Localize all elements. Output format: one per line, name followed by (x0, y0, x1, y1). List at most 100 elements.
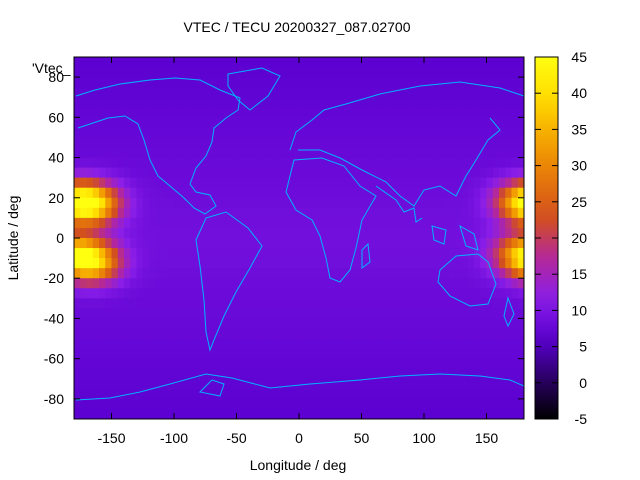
heat-cell (80, 238, 88, 249)
heat-cell (324, 288, 331, 299)
heat-cell (430, 388, 438, 400)
heat-cell (86, 378, 94, 390)
heat-cell (355, 338, 363, 350)
heat-cell (186, 197, 194, 209)
heat-cell (124, 157, 131, 169)
heat-cell (92, 338, 100, 350)
heat-cell (211, 87, 219, 98)
heat-cell (399, 117, 406, 128)
heat-cell (74, 248, 81, 259)
heat-cell (399, 167, 406, 179)
heat-cell (442, 248, 450, 259)
heat-cell (511, 268, 519, 279)
heat-cell (111, 177, 119, 189)
heat-cell (99, 147, 106, 159)
heat-cell (136, 328, 144, 340)
heat-cell (105, 117, 113, 128)
heat-cell (311, 308, 319, 320)
heat-cell (261, 388, 269, 400)
heat-cell (242, 217, 250, 229)
heat-cell (311, 268, 319, 279)
heat-cell (499, 358, 506, 370)
heat-cell (161, 67, 169, 78)
heat-cell (180, 288, 188, 299)
heat-cell (267, 408, 275, 419)
heat-cell (455, 187, 463, 199)
heat-cell (192, 338, 200, 350)
heat-cell (105, 288, 113, 299)
heat-cell (199, 408, 206, 419)
heat-cell (436, 398, 444, 410)
heat-cell (449, 388, 456, 400)
heat-cell (305, 288, 313, 299)
heat-cell (424, 87, 431, 98)
heat-cell (449, 117, 456, 128)
heat-cell (367, 67, 375, 78)
heat-cell (236, 328, 244, 340)
heat-cell (111, 298, 119, 309)
heat-cell (286, 338, 294, 350)
heat-cell (430, 298, 438, 309)
heat-cell (136, 278, 144, 289)
heat-cell (492, 338, 500, 350)
heat-cell (149, 157, 156, 169)
heat-cell (274, 137, 281, 149)
heat-cell (311, 298, 319, 309)
heat-cell (417, 167, 425, 179)
heat-cell (217, 258, 225, 269)
heat-cell (374, 398, 381, 410)
heat-cell (242, 227, 250, 239)
heat-cell (430, 248, 438, 259)
heat-cell (424, 358, 431, 370)
heat-cell (317, 358, 325, 370)
heat-cell (417, 207, 425, 219)
heat-cell (80, 338, 88, 350)
heat-cell (242, 268, 250, 279)
heat-cell (292, 87, 300, 98)
heat-cell (105, 298, 113, 309)
heat-cell (380, 368, 388, 380)
heat-cell (505, 67, 513, 78)
heat-cell (411, 117, 419, 128)
heat-cell (492, 368, 500, 380)
heat-cell (149, 258, 156, 269)
heat-cell (442, 268, 450, 279)
heat-cell (280, 338, 288, 350)
heat-cell (492, 157, 500, 169)
heat-cell (86, 308, 94, 320)
heat-cell (505, 258, 513, 269)
heat-cell (80, 217, 88, 229)
heat-cell (361, 167, 369, 179)
heat-cell (436, 227, 444, 239)
heat-cell (142, 67, 150, 78)
heat-cell (267, 217, 275, 229)
heat-cell (217, 127, 225, 139)
heat-cell (442, 207, 450, 219)
heat-cell (286, 167, 294, 179)
heat-cell (280, 87, 288, 98)
heat-cell (92, 97, 100, 108)
heat-cell (105, 348, 113, 360)
heat-cell (392, 227, 400, 239)
heat-cell (149, 197, 156, 209)
heat-cell (105, 207, 113, 219)
heat-cell (399, 187, 406, 199)
heat-cell (324, 268, 331, 279)
heat-cell (386, 358, 394, 370)
heat-cell (80, 308, 88, 320)
heat-cell (361, 298, 369, 309)
heat-cell (311, 147, 319, 159)
heat-cell (311, 197, 319, 209)
heat-cell (405, 258, 413, 269)
heat-cell (361, 227, 369, 239)
heat-cell (386, 67, 394, 78)
heat-cell (386, 278, 394, 289)
heat-cell (324, 318, 331, 330)
heat-cell (392, 127, 400, 139)
heat-cell (442, 77, 450, 88)
heat-cell (74, 197, 81, 209)
heat-cell (74, 358, 81, 370)
heat-cell (324, 137, 331, 149)
heat-cell (230, 408, 238, 419)
